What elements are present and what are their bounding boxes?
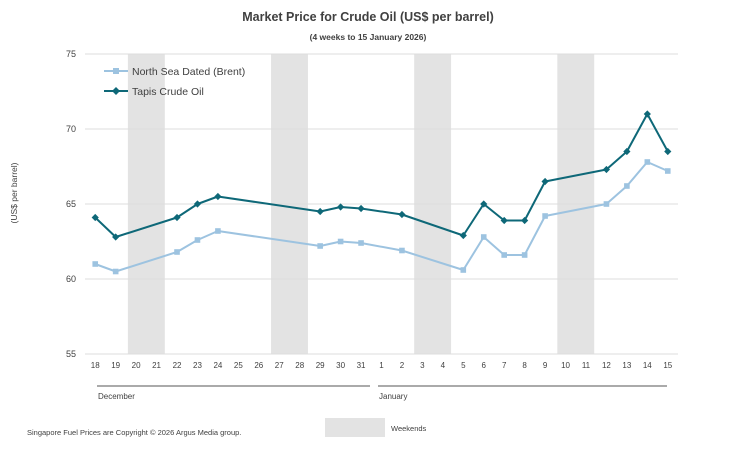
x-tick-label-18: 18 xyxy=(91,361,100,370)
x-tick-label-11: 11 xyxy=(582,361,591,370)
data-point-s1-8 xyxy=(521,216,529,225)
x-tick-label-30: 30 xyxy=(336,361,345,370)
data-point-s1-7 xyxy=(500,216,508,225)
data-point-s0-22 xyxy=(174,249,180,255)
x-tick-label-3: 3 xyxy=(420,361,425,370)
data-point-s0-18 xyxy=(92,261,99,267)
data-point-s1-29 xyxy=(316,207,324,216)
gridlines xyxy=(85,53,678,355)
copyright-footnote: Singapore Fuel Prices are Copyright © 20… xyxy=(27,428,241,437)
data-point-s1-22 xyxy=(173,213,181,222)
y-tick-label-70: 70 xyxy=(66,124,76,134)
data-point-s1-19 xyxy=(112,233,120,241)
x-tick-label-19: 19 xyxy=(111,361,120,370)
data-point-s0-23 xyxy=(194,237,201,243)
x-tick-label-29: 29 xyxy=(316,361,325,370)
data-point-s0-19 xyxy=(112,268,119,275)
data-point-s0-2 xyxy=(399,247,405,254)
y-tick-label-65: 65 xyxy=(66,199,76,209)
legend-label-tapis: Tapis Crude Oil xyxy=(132,86,204,98)
data-point-s0-8 xyxy=(521,252,528,258)
x-tick-label-31: 31 xyxy=(357,361,366,370)
x-tick-label-7: 7 xyxy=(502,361,507,370)
x-tick-label-14: 14 xyxy=(643,361,652,370)
x-tick-label-2: 2 xyxy=(400,361,405,370)
series-line-1 xyxy=(94,113,669,238)
x-tick-label-28: 28 xyxy=(295,361,304,370)
x-tick-label-27: 27 xyxy=(275,361,284,370)
data-point-s1-14 xyxy=(643,110,651,118)
weekends-legend-label: Weekends xyxy=(391,424,427,433)
x-tick-label-9: 9 xyxy=(543,361,548,370)
x-tick-label-23: 23 xyxy=(193,361,202,370)
data-point-s0-9 xyxy=(542,213,548,219)
legend-label-brent: North Sea Dated (Brent) xyxy=(132,66,245,78)
y-tick-label-60: 60 xyxy=(66,274,76,284)
x-tick-label-25: 25 xyxy=(234,361,243,370)
data-point-s1-30 xyxy=(337,203,345,211)
x-tick-label-1: 1 xyxy=(379,361,384,370)
x-tick-label-12: 12 xyxy=(602,361,611,370)
data-point-s1-5 xyxy=(459,231,467,240)
x-tick-label-4: 4 xyxy=(441,361,446,370)
data-point-s0-13 xyxy=(624,183,630,189)
x-tick-label-15: 15 xyxy=(663,361,672,370)
chart-subtitle: (4 weeks to 15 January 2026) xyxy=(310,32,427,42)
data-point-s1-2 xyxy=(398,210,406,219)
data-point-s1-9 xyxy=(541,177,549,186)
month-label-january: January xyxy=(379,392,407,401)
data-point-s1-6 xyxy=(480,200,488,208)
x-tick-label-5: 5 xyxy=(461,361,466,370)
month-label-december: December xyxy=(98,392,135,401)
y-axis: 55 60 65 70 75 xyxy=(66,49,76,359)
y-axis-label: (US$ per barrel) xyxy=(9,162,19,223)
x-tick-label-8: 8 xyxy=(522,361,527,370)
x-axis: 18 19 20 21 22 23 24 25 26 27 28 29 30 31 1 2 3 4 5 6 7 8 9 10 1… xyxy=(91,361,673,370)
y-tick-label-75: 75 xyxy=(66,49,76,59)
data-point-s0-7 xyxy=(501,252,507,258)
data-point-s1-15 xyxy=(664,147,672,156)
data-point-s1-13 xyxy=(623,147,631,156)
x-tick-label-24: 24 xyxy=(213,361,222,370)
data-point-s0-14 xyxy=(644,159,651,165)
chart-title: Market Price for Crude Oil (US$ per barr… xyxy=(242,10,493,24)
y-tick-label-55: 55 xyxy=(66,349,76,359)
data-point-s0-6 xyxy=(480,234,487,240)
data-point-s0-24 xyxy=(215,228,221,234)
x-tick-label-20: 20 xyxy=(132,361,141,370)
data-point-s1-23 xyxy=(193,200,202,208)
data-point-s1-18 xyxy=(91,213,99,222)
x-tick-label-10: 10 xyxy=(561,361,570,370)
x-tick-label-26: 26 xyxy=(254,361,263,370)
weekends-legend-swatch xyxy=(325,418,385,437)
series-line-0 xyxy=(94,161,669,273)
legend-marker-brent xyxy=(113,68,119,74)
data-point-s0-15 xyxy=(664,168,671,174)
data-point-s0-5 xyxy=(460,267,467,273)
x-tick-label-6: 6 xyxy=(482,361,487,370)
data-point-s0-31 xyxy=(358,240,364,246)
data-point-s0-12 xyxy=(603,201,610,207)
data-point-s1-31 xyxy=(357,204,365,213)
data-point-s0-30 xyxy=(337,238,344,245)
data-point-s1-24 xyxy=(214,192,222,201)
series-layer xyxy=(91,110,672,275)
legend: North Sea Dated (Brent) Tapis Crude Oil xyxy=(104,66,245,98)
legend-marker-tapis xyxy=(112,87,120,95)
data-point-s1-12 xyxy=(602,165,611,174)
x-tick-label-21: 21 xyxy=(152,361,161,370)
data-point-s0-29 xyxy=(317,243,323,249)
x-tick-label-22: 22 xyxy=(173,361,182,370)
x-tick-label-13: 13 xyxy=(622,361,631,370)
